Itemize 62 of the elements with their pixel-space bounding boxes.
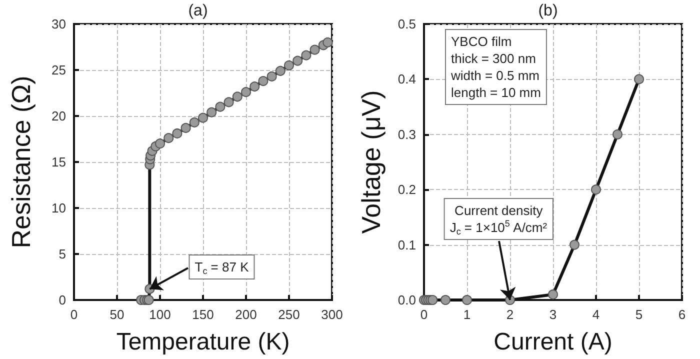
y-axis-title: Resistance (Ω) <box>6 76 36 248</box>
y-tick-label: 5 <box>58 246 66 262</box>
y-tick-label: 20 <box>52 108 66 124</box>
point <box>612 129 622 140</box>
y-axis-title: Voltage (μV) <box>356 90 386 234</box>
x-tick-label: 150 <box>192 307 214 322</box>
point <box>241 87 251 98</box>
point <box>292 56 303 66</box>
point <box>284 60 294 70</box>
x-tick-label: 0 <box>420 307 428 322</box>
y-tick-label: 10 <box>52 200 66 216</box>
point <box>189 117 200 128</box>
x-tick-label: 3 <box>549 307 557 322</box>
point <box>172 128 182 138</box>
y-tick-label: 25 <box>52 62 66 78</box>
point <box>250 82 260 92</box>
point <box>322 37 333 48</box>
point <box>310 44 320 55</box>
point <box>634 74 644 84</box>
point <box>164 133 174 144</box>
y-tick-label: 0.3 <box>398 126 416 142</box>
annotation: YBCO film thick = 300 nm width = 0.5 mm length = 10 mm <box>450 34 541 100</box>
x-tick-label: 4 <box>592 307 600 322</box>
x-tick-label: 50 <box>110 307 124 322</box>
point <box>180 122 191 133</box>
x-tick-label: 5 <box>635 307 643 322</box>
point <box>266 71 277 82</box>
point <box>215 102 226 112</box>
point <box>258 76 268 86</box>
y-tick-label: 0.0 <box>398 292 416 308</box>
point <box>275 66 286 76</box>
x-tick-label: 0 <box>70 307 78 322</box>
x-tick-label: 2 <box>506 307 514 322</box>
point <box>206 107 217 118</box>
chart-title: (a) <box>188 2 208 20</box>
point <box>428 295 438 305</box>
y-tick-label: 0 <box>58 292 66 308</box>
point <box>462 295 472 305</box>
y-tick-label: 0.4 <box>398 72 416 87</box>
x-tick-label: 250 <box>278 307 300 322</box>
x-tick-label: 100 <box>149 307 171 322</box>
y-tick-label: 15 <box>52 154 66 170</box>
x-tick-label: 300 <box>321 307 343 322</box>
x-axis-title: Current (A) <box>494 328 612 356</box>
y-tick-label: 30 <box>52 16 66 32</box>
point <box>224 97 234 108</box>
point <box>548 289 558 300</box>
point <box>440 295 450 305</box>
point <box>198 112 208 123</box>
x-tick-label: 6 <box>678 307 686 322</box>
chart-title: (b) <box>538 2 558 20</box>
point <box>232 92 242 102</box>
y-tick-label: 0.2 <box>398 182 416 198</box>
point <box>570 240 580 250</box>
point <box>155 138 165 149</box>
y-tick-label: 0.1 <box>398 237 416 252</box>
x-tick-label: 200 <box>235 307 257 322</box>
x-tick-label: 1 <box>463 307 471 322</box>
y-tick-label: 0.5 <box>398 16 416 32</box>
point <box>591 184 601 195</box>
x-axis-title: Temperature (K) <box>116 328 290 356</box>
point <box>301 50 312 60</box>
